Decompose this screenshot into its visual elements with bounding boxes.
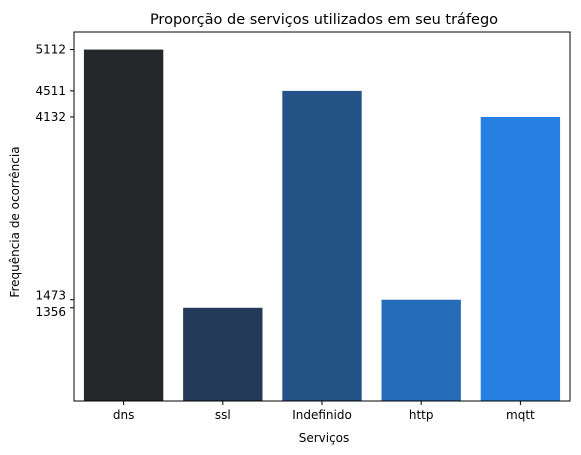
x-axis-ticks: dns ssl Indefinido http mqtt [113, 401, 535, 422]
x-tick-label: ssl [215, 408, 231, 422]
x-tick-label: Indefinido [292, 408, 352, 422]
y-tick-label: 1473 [35, 289, 66, 303]
y-axis-label: Frequência de ocorrência [8, 146, 22, 297]
bar-dns [84, 50, 163, 401]
bar-indefinido [282, 91, 361, 401]
x-tick-label: mqtt [506, 408, 535, 422]
bars [84, 50, 560, 401]
bar-http [382, 300, 461, 401]
x-tick-label: http [409, 408, 434, 422]
y-tick-label: 1356 [35, 305, 66, 319]
y-axis-ticks: 1356 1473 4132 4511 5112 [35, 43, 74, 319]
y-tick-label: 4132 [35, 110, 66, 124]
x-axis-label: Serviços [299, 431, 350, 445]
chart-title: Proporção de serviços utilizados em seu … [150, 12, 498, 28]
bar-mqtt [481, 117, 560, 401]
x-tick-label: dns [113, 408, 134, 422]
y-tick-label: 5112 [35, 43, 66, 57]
y-tick-label: 4511 [35, 84, 66, 98]
bar-ssl [183, 308, 262, 401]
